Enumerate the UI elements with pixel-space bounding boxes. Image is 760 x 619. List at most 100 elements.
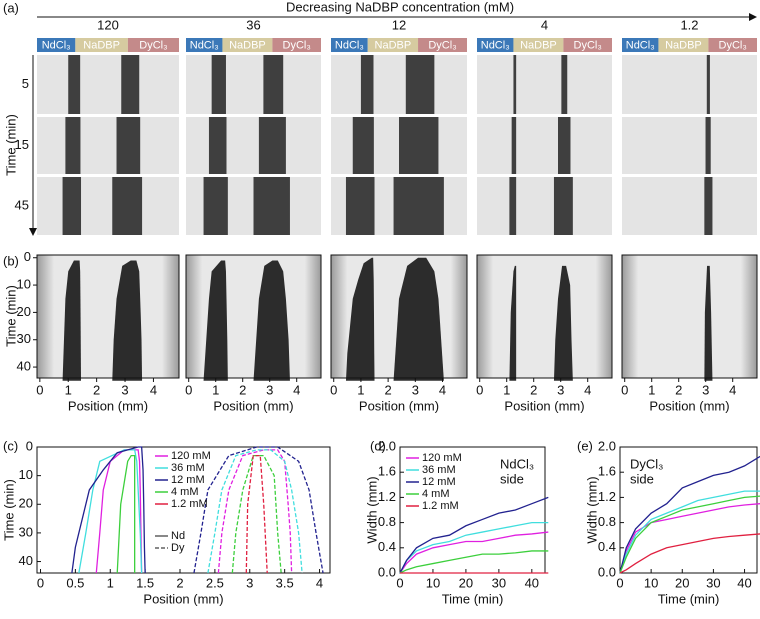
x-tick-label: 3: [557, 382, 564, 397]
x-tick-label: 1: [107, 575, 114, 590]
deposit: [352, 117, 374, 174]
row-label: 45: [15, 197, 29, 212]
deposit: [62, 177, 82, 235]
strip-label: DyCl₃: [719, 39, 747, 51]
deposit: [705, 117, 711, 174]
x-tick-label: 0: [37, 575, 44, 590]
axis-label: Position (mm): [213, 398, 293, 413]
kymograph-band: [345, 257, 375, 381]
y-tick-label: 30: [17, 331, 31, 346]
kymograph: [621, 254, 758, 379]
annotation: DyCl₃: [630, 456, 663, 471]
micrograph: [37, 177, 179, 235]
kymograph-band: [253, 260, 290, 381]
axis-label: Time (min): [3, 285, 18, 347]
axis-label: Position (mm): [504, 398, 584, 413]
x-tick-label: 0: [185, 382, 192, 397]
y-tick-label: 1.6: [378, 464, 396, 479]
legend-label: 1.2 mM: [422, 500, 459, 512]
deposit: [263, 55, 284, 114]
x-tick-label: 4: [316, 575, 323, 590]
deposit: [706, 55, 710, 114]
axis-label: Time (min): [442, 591, 504, 606]
legend-label: 36 mM: [171, 462, 205, 474]
y-tick-label: 0: [26, 438, 33, 453]
kymograph-band: [393, 257, 444, 381]
strip-label: NaDBP: [375, 39, 412, 51]
panel-label: (e): [577, 438, 593, 453]
x-tick-label: 30: [706, 575, 720, 590]
x-tick-label: 2: [530, 382, 537, 397]
x-tick-label: 4: [293, 382, 300, 397]
panel-label: (b): [3, 253, 19, 268]
x-tick-label: 4: [729, 382, 736, 397]
deposit: [558, 117, 571, 174]
axis-label: Position (mm): [68, 398, 148, 413]
y-tick-label: 0.8: [378, 514, 396, 529]
legend-label: 120 mM: [422, 452, 462, 464]
x-tick-label: 1: [65, 382, 72, 397]
axis-label: Position (mm): [359, 398, 439, 413]
strip: [418, 38, 467, 52]
micrograph: [37, 55, 179, 114]
y-tick-label: 0.0: [378, 564, 396, 579]
x-tick-label: 0: [616, 575, 623, 590]
kymograph-band: [509, 265, 517, 381]
strip: [513, 38, 564, 52]
x-tick-label: 1: [212, 382, 219, 397]
strip: [127, 38, 179, 52]
kymograph-band: [553, 265, 573, 381]
kymograph-band: [704, 265, 713, 381]
strip-label: NdCl₃: [190, 39, 219, 51]
axis-label: Position (mm): [143, 591, 223, 606]
micrograph: [477, 117, 612, 174]
data-line: [619, 533, 760, 574]
x-tick-label: 3: [702, 382, 709, 397]
deposit: [513, 55, 517, 114]
kymograph-band: [203, 260, 228, 381]
strip-label: NaDBP: [665, 39, 702, 51]
annotation: side: [500, 471, 524, 486]
deposit: [561, 55, 568, 114]
plot-frame: [36, 446, 331, 574]
data-line: [619, 455, 760, 574]
profile-line: [207, 449, 303, 574]
legend-label: 12 mM: [422, 476, 456, 488]
annotation: NdCl₃: [500, 456, 534, 471]
x-tick-label: 4: [150, 382, 157, 397]
deposit: [211, 55, 226, 114]
profile-line: [217, 449, 293, 574]
y-tick-label: 20: [17, 304, 31, 319]
x-tick-label: 1: [357, 382, 364, 397]
strip-label: NaDBP: [229, 39, 266, 51]
profile-line: [71, 446, 146, 574]
strip: [75, 38, 128, 52]
deposit: [511, 117, 517, 174]
x-tick-label: 3: [121, 382, 128, 397]
x-tick-label: 2: [93, 382, 100, 397]
deposit: [65, 117, 81, 174]
x-tick-label: 20: [459, 575, 473, 590]
axis-label: Position (mm): [649, 398, 729, 413]
y-tick-label: 10: [17, 277, 31, 292]
profile-line: [116, 454, 136, 574]
x-tick-label: 2: [176, 575, 183, 590]
x-tick-label: 4: [439, 382, 446, 397]
strip-label: DyCl₃: [428, 39, 456, 51]
strip-label: NdCl₃: [626, 39, 655, 51]
profile-line: [245, 454, 268, 574]
deposit: [253, 177, 290, 235]
x-tick-label: 1: [503, 382, 510, 397]
strip: [658, 38, 709, 52]
strip-label: NdCl₃: [481, 39, 510, 51]
y-tick-label: 30: [19, 524, 33, 539]
x-tick-label: 3.5: [276, 575, 294, 590]
x-tick-label: 0: [36, 382, 43, 397]
y-tick-label: 40: [19, 553, 33, 568]
x-tick-label: 40: [737, 575, 751, 590]
x-tick-label: 0: [396, 575, 403, 590]
axis-label: Width (mm): [364, 476, 379, 543]
x-tick-label: 10: [426, 575, 440, 590]
legend-label: 4 mM: [422, 488, 450, 500]
data-line: [399, 531, 549, 574]
